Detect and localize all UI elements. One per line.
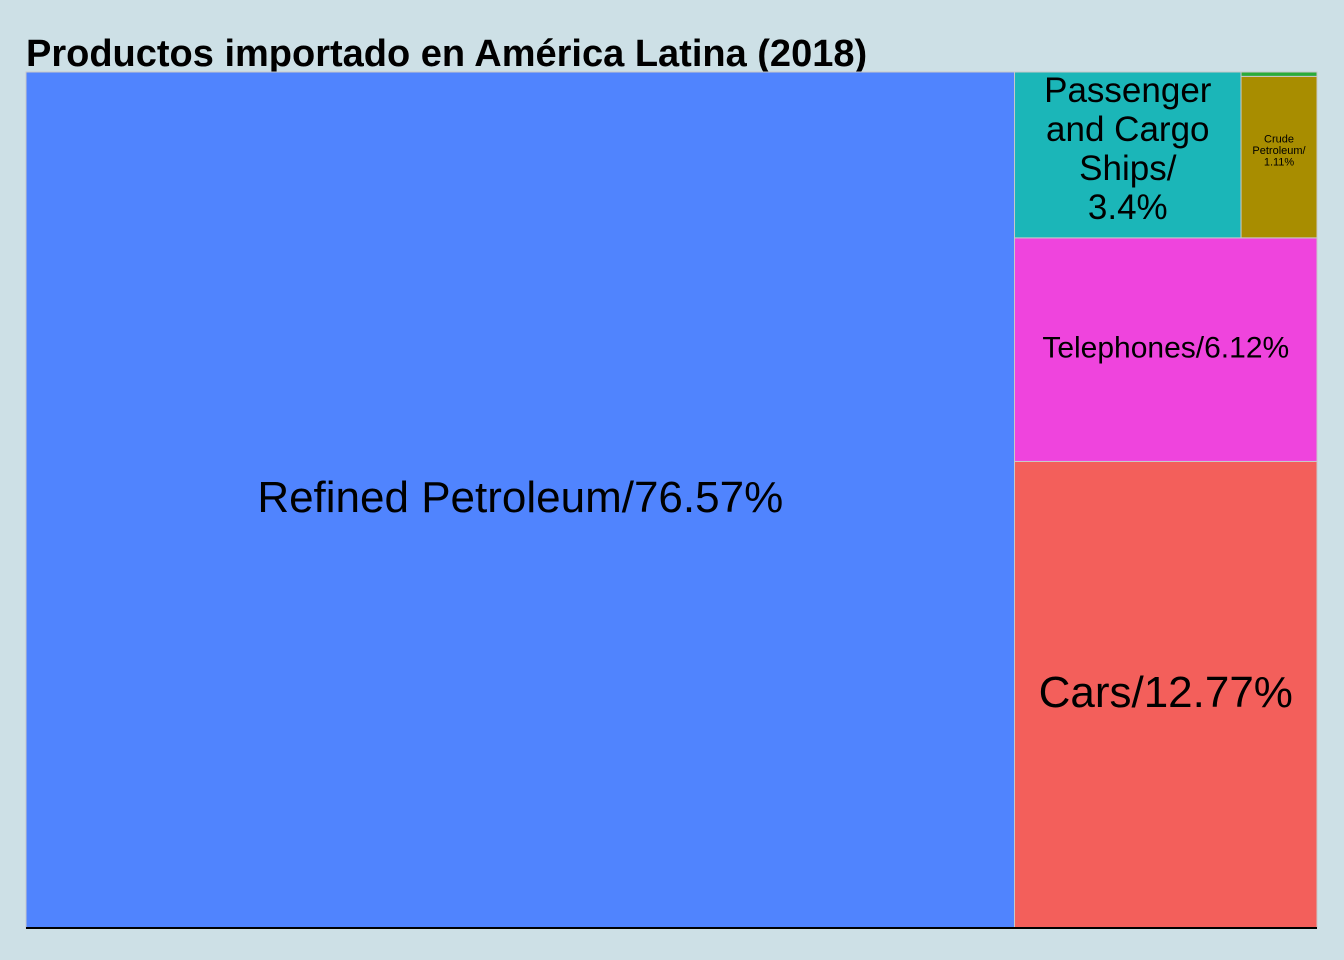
tile-label-line: and Cargo	[1046, 110, 1209, 149]
tile-label: Cars/12.77%	[1039, 668, 1293, 717]
tile-label: Crude Petroleum/1.11%	[1252, 133, 1306, 168]
tile-label-line: 1.11%	[1264, 156, 1295, 168]
tile-rect	[1014, 237, 1318, 462]
tile-label: Telephones/6.12%	[1042, 331, 1289, 364]
tile-cars: Cars/12.77%	[1014, 460, 1318, 929]
tile-rect	[1240, 75, 1318, 239]
tile-label-line: Crude	[1264, 133, 1294, 145]
tile-label: Refined Petroleum/76.57%	[257, 473, 783, 522]
tile-label: Passenger and Cargo Ships/3.4%	[1044, 71, 1212, 227]
tile-rect	[1014, 71, 1242, 239]
tile-label-line: Ships/	[1079, 149, 1177, 188]
tile-label-line: Petroleum/	[1252, 145, 1306, 157]
tile-passenger-and-cargo-ships: Passenger and Cargo Ships/3.4%	[1014, 71, 1242, 239]
tile-rect	[25, 71, 1016, 929]
tile-crude-petroleum: Crude Petroleum/1.11%	[1240, 75, 1318, 239]
tile-rect	[1240, 71, 1318, 77]
tile-refined-petroleum: Refined Petroleum/76.57%	[25, 71, 1016, 929]
tile-label-line: 3.4%	[1088, 188, 1168, 227]
tile-other-5	[1240, 71, 1318, 77]
chart-title: Productos importado en América Latina (2…	[26, 33, 868, 75]
tile-telephones: Telephones/6.12%	[1014, 237, 1318, 462]
tile-label-line: Cars/12.77%	[1039, 668, 1293, 717]
tile-label-line: Passenger	[1044, 71, 1212, 110]
tile-label-line: Refined Petroleum/76.57%	[257, 473, 783, 522]
tile-label-line: Telephones/6.12%	[1042, 331, 1289, 364]
